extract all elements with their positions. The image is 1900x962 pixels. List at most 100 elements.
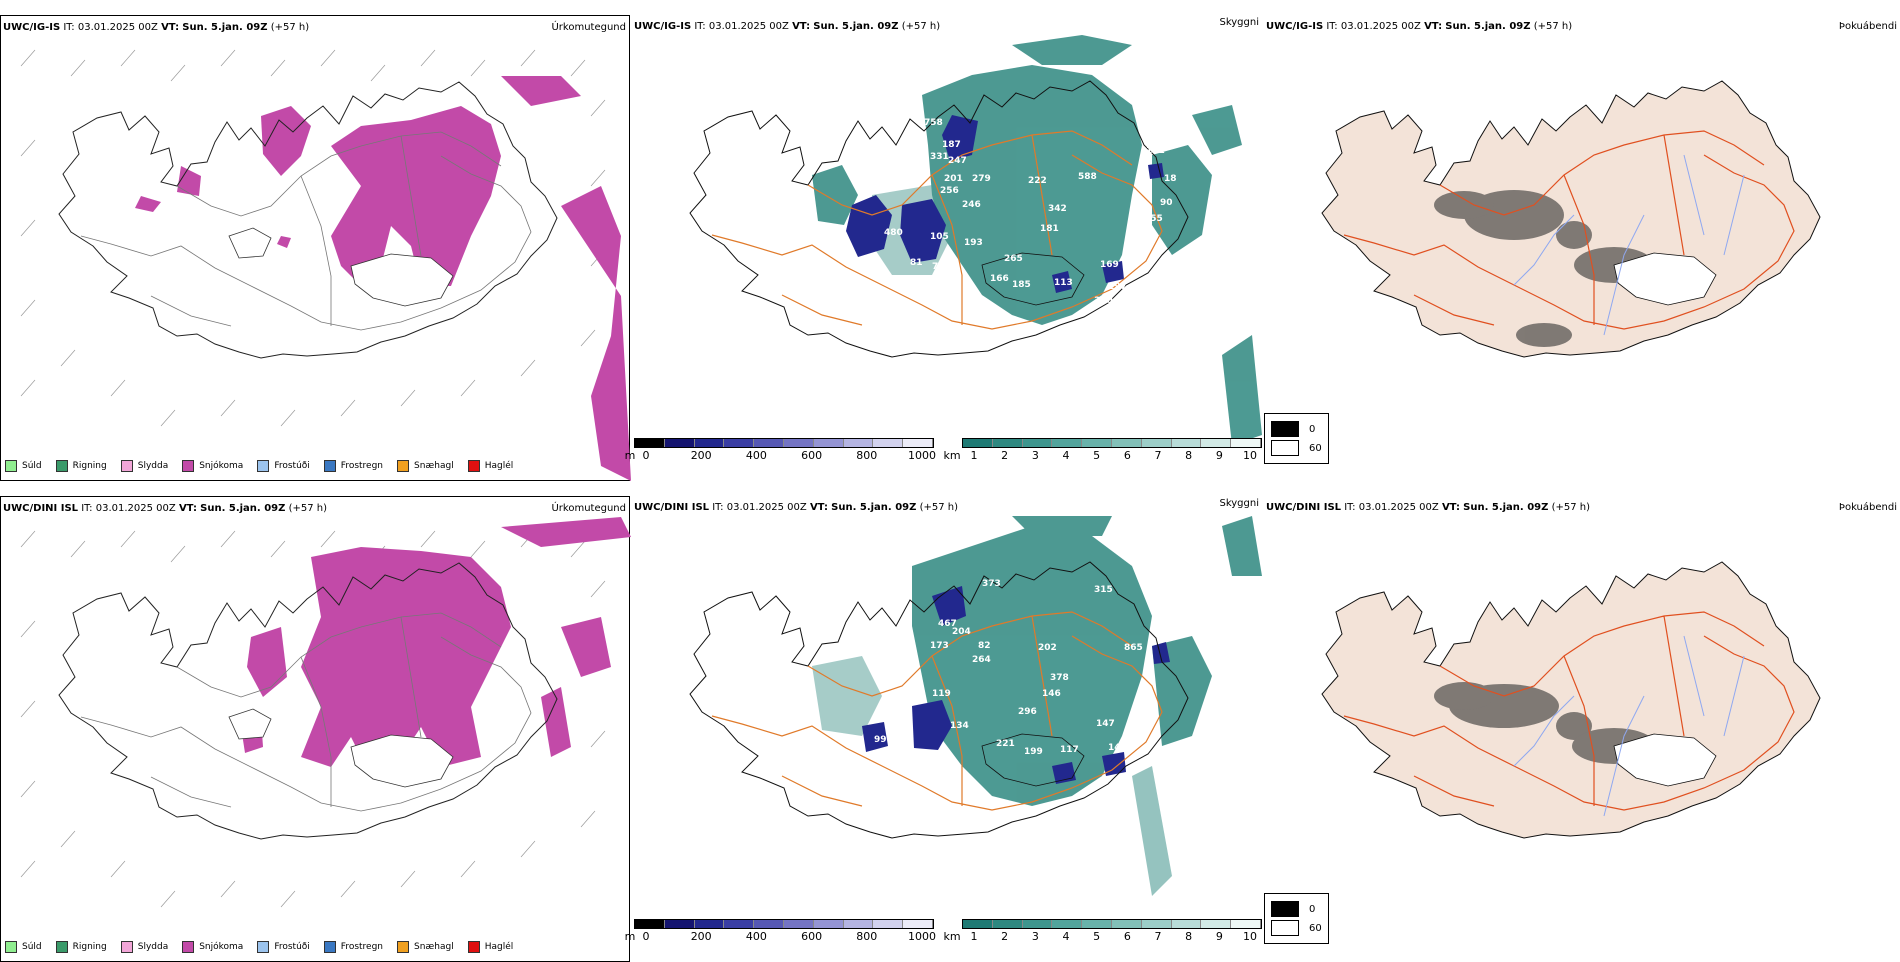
peak-elevation-label: 204 bbox=[952, 627, 971, 637]
colorbar-tick: 0 bbox=[642, 930, 650, 943]
fog-legend-swatch bbox=[1271, 440, 1299, 456]
peak-elevation-label: 588 bbox=[1078, 172, 1097, 182]
peak-elevation-label: 296 bbox=[1018, 707, 1037, 717]
fog-legend-label: 0 bbox=[1309, 423, 1316, 435]
colorbar-step bbox=[724, 439, 755, 447]
fog-legend-row1: 0 60 bbox=[1264, 413, 1329, 464]
colorbar-step bbox=[664, 439, 695, 447]
colorbar-step bbox=[992, 920, 1023, 928]
legend-item: Súld bbox=[5, 941, 42, 953]
peak-elevation-label: 185 bbox=[1012, 280, 1031, 290]
legend-item: Snjókoma bbox=[182, 941, 243, 953]
colorbar-tick: 1 bbox=[970, 930, 978, 943]
peak-elevation-label: 181 bbox=[1040, 224, 1059, 234]
panel-header: UWC/IG-IS IT: 03.01.2025 00Z VT: Sun. 5.… bbox=[3, 22, 310, 33]
colorbar-tick: 6 bbox=[1123, 449, 1131, 462]
colorbar-tick: 800 bbox=[856, 449, 878, 462]
legend-item: Frostúði bbox=[257, 941, 310, 953]
peak-elevation-label: 199 bbox=[1024, 747, 1043, 757]
legend-label: Haglél bbox=[484, 942, 514, 952]
cloud-areas bbox=[812, 516, 1262, 896]
peak-elevation-label: 82 bbox=[978, 641, 991, 651]
colorbar-tick: 10 bbox=[1243, 449, 1257, 462]
legend-item: Rigning bbox=[55, 460, 107, 472]
peak-elevation-label: 187 bbox=[942, 140, 961, 150]
elevation-colorbar: m 0 200 400 600 800 1000 bbox=[625, 919, 936, 943]
legend-swatch bbox=[323, 941, 336, 953]
peak-elevation-label: 480 bbox=[884, 228, 903, 238]
peak-elevation-label: 113 bbox=[1054, 278, 1073, 288]
legend-item: Frostregn bbox=[323, 460, 383, 472]
snow-areas bbox=[135, 76, 631, 481]
colorbar-step bbox=[1171, 920, 1202, 928]
panel-title: Úrkomutegund bbox=[551, 22, 626, 33]
peak-elevation-label: 264 bbox=[972, 655, 991, 665]
peak-elevation-label: 16 bbox=[1162, 633, 1175, 643]
colorbar-step bbox=[903, 439, 933, 447]
legend-swatch bbox=[467, 941, 480, 953]
precip-legend: Súld Rigning Slydda Snjókoma Frostúði Frostre… bbox=[5, 941, 513, 953]
peak-elevation-label: 81 bbox=[910, 258, 923, 268]
legend-item: Haglél bbox=[467, 941, 514, 953]
legend-item: Frostregn bbox=[323, 941, 384, 953]
colorbar-step bbox=[754, 439, 784, 447]
colorbar-tick: 400 bbox=[745, 930, 767, 943]
fog-panel-row1: UWC/IG-IS IT: 03.01.2025 00Z VT: Sun. 5.… bbox=[1264, 15, 1900, 481]
colorbar-step bbox=[1052, 920, 1083, 928]
legend-label: Frostregn bbox=[340, 942, 384, 952]
cloud-panel-row2: UWC/DINI ISL IT: 03.01.2025 00Z VT: Sun.… bbox=[625, 496, 1262, 962]
snow-areas bbox=[241, 517, 631, 777]
colorbar-step bbox=[783, 920, 814, 928]
peak-elevation-label: 90 bbox=[1160, 198, 1173, 208]
legend-swatch bbox=[323, 460, 336, 472]
colorbar-step bbox=[1201, 439, 1232, 447]
legend-swatch bbox=[257, 460, 270, 472]
peak-elevation-label: 247 bbox=[948, 156, 967, 166]
colorbar-step bbox=[1022, 920, 1053, 928]
fog-legend-row2: 0 60 bbox=[1264, 893, 1329, 944]
colorbar-step bbox=[843, 439, 874, 447]
legend-swatch bbox=[397, 460, 410, 472]
colorbar-tick: 9 bbox=[1215, 449, 1223, 462]
panel-title: Þokuábendi bbox=[1838, 502, 1897, 513]
legend-item: Haglél bbox=[467, 460, 514, 472]
legend-label: Haglél bbox=[484, 461, 514, 471]
precip-legend: Súld Rigning Slydda Snjókoma Frostúði Frostre… bbox=[5, 460, 513, 472]
visibility-colorbar: km 1 2 3 4 5 6 7 8 9 10 bbox=[943, 438, 1262, 462]
colorbar-step bbox=[873, 439, 904, 447]
legend-label: Slydda bbox=[137, 942, 169, 952]
peak-elevation-label: 265 bbox=[1004, 254, 1023, 264]
peak-elevation-label: 256 bbox=[940, 186, 959, 196]
fog-legend-label: 60 bbox=[1309, 922, 1322, 934]
fog-legend-label: 0 bbox=[1309, 903, 1316, 915]
peak-elevation-label: 197 bbox=[1108, 282, 1127, 292]
panel-header: UWC/DINI ISL IT: 03.01.2025 00Z VT: Sun.… bbox=[3, 503, 327, 514]
fog-legend-label: 60 bbox=[1309, 442, 1322, 454]
panel-header: UWC/DINI ISL IT: 03.01.2025 00Z VT: Sun.… bbox=[634, 502, 958, 513]
colorbar-tick: 5 bbox=[1093, 449, 1101, 462]
colorbar-step bbox=[635, 920, 665, 928]
colorbar-step bbox=[1231, 920, 1261, 928]
legend-swatch bbox=[120, 460, 133, 472]
peak-elevation-label: 320 bbox=[1094, 296, 1113, 306]
panel-title: Skyggni bbox=[1219, 498, 1259, 509]
peak-elevation-label: 279 bbox=[972, 174, 991, 184]
panel-title: Úrkomutegund bbox=[551, 503, 626, 514]
colorbar-step bbox=[1141, 920, 1172, 928]
peak-elevation-label: 166 bbox=[990, 274, 1009, 284]
colorbar-tick: 200 bbox=[690, 449, 712, 462]
legend-swatch bbox=[182, 460, 195, 472]
legend-swatch bbox=[467, 460, 480, 472]
colorbar-tick: 5 bbox=[1093, 930, 1101, 943]
colorbar-step bbox=[1022, 439, 1053, 447]
peak-elevation-label: 202 bbox=[1038, 643, 1057, 653]
legend-label: Snjókoma bbox=[199, 942, 244, 952]
colorbar-step bbox=[1111, 920, 1142, 928]
peak-elevation-label: 855 bbox=[1144, 214, 1163, 224]
elevation-colorbar-strip bbox=[634, 438, 934, 448]
legend-label: Rigning bbox=[72, 461, 107, 471]
peak-elevation-label: 246 bbox=[962, 200, 981, 210]
elevation-colorbar-strip bbox=[634, 919, 934, 929]
